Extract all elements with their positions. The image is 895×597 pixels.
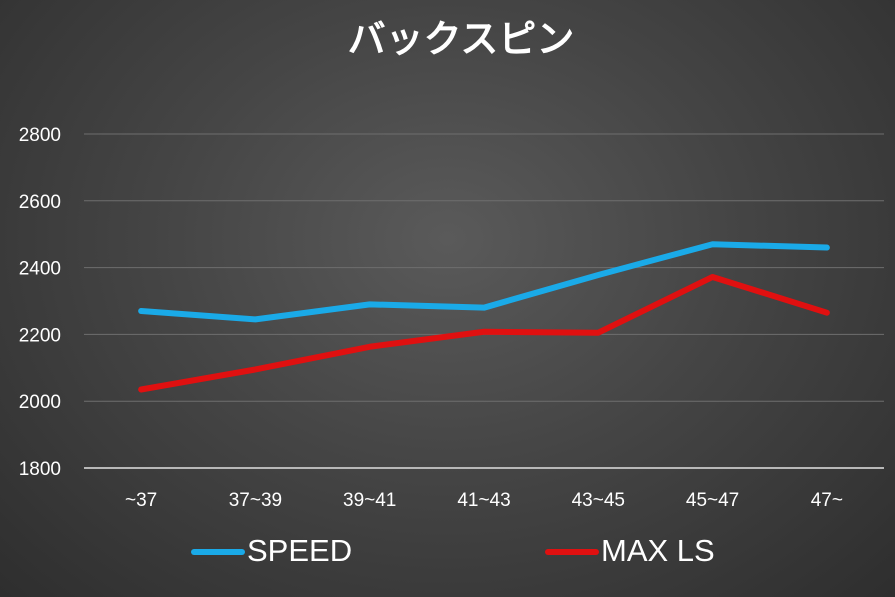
series-lines: [138, 241, 830, 393]
grid-lines: [84, 133, 884, 469]
x-tick-label: 37~39: [229, 490, 282, 511]
y-tick-label: 2800: [19, 125, 61, 146]
chart-title: バックスピン: [348, 17, 575, 61]
legend-label-speed: SPEED: [247, 533, 352, 568]
x-tick-label: 45~47: [686, 490, 739, 511]
x-tick-label: 41~43: [457, 490, 510, 511]
x-tick-label: 47~: [811, 490, 843, 511]
series-line-max-ls: [138, 273, 830, 393]
y-tick-label: 2400: [19, 259, 61, 280]
x-tick-label: ~37: [125, 490, 157, 511]
y-tick-label: 2000: [19, 392, 61, 413]
x-tick-label: 43~45: [572, 490, 625, 511]
x-tick-label: 39~41: [343, 490, 396, 511]
y-tick-label: 2600: [19, 192, 61, 213]
x-axis-ticks: ~37 37~39 39~41 41~43 43~45 45~47 47~: [125, 490, 843, 511]
legend: SPEED MAX LS: [191, 533, 715, 568]
y-tick-label: 2200: [19, 325, 61, 346]
legend-label-max-ls: MAX LS: [601, 533, 715, 568]
y-axis-ticks: 1800 2000 2200 2400 2600 2800: [19, 125, 61, 480]
y-tick-label: 1800: [19, 459, 61, 480]
